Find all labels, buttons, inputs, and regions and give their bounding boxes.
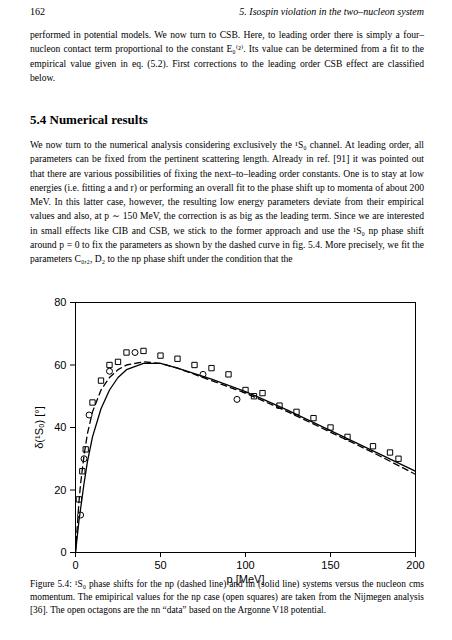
svg-text:100: 100 <box>236 559 254 571</box>
svg-text:δ(¹S₀) [°]: δ(¹S₀) [°] <box>33 406 45 449</box>
svg-text:80: 80 <box>54 296 66 308</box>
svg-text:60: 60 <box>54 359 66 371</box>
svg-text:0: 0 <box>72 559 78 571</box>
svg-text:150: 150 <box>321 559 339 571</box>
svg-text:20: 20 <box>54 484 66 496</box>
svg-text:40: 40 <box>54 421 66 433</box>
svg-text:0: 0 <box>60 546 66 558</box>
svg-text:50: 50 <box>154 559 166 571</box>
svg-text:200: 200 <box>406 559 424 571</box>
